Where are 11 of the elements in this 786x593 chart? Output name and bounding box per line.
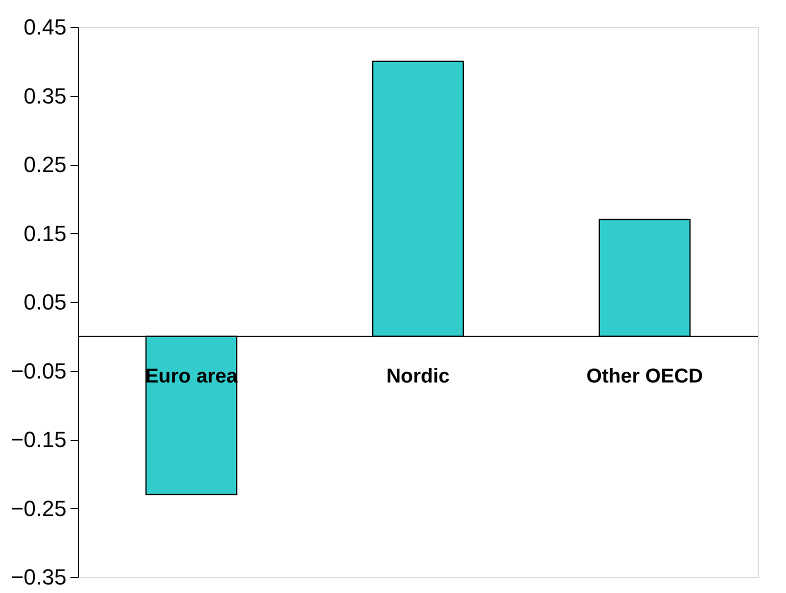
y-tick-label: 0.15 [24,220,66,246]
y-tick-label: −0.05 [10,358,66,384]
y-tick-label: −0.25 [10,496,66,521]
x-tick-label: Nordic [386,365,450,388]
y-tick-label: 0.45 [24,14,66,40]
y-tick-label: 0.25 [24,152,66,177]
y-tick-label: −0.35 [10,564,66,590]
x-tick-label: Other OECD [586,365,704,388]
y-tick-label: 0.35 [24,83,66,108]
y-tick-label: 0.05 [24,290,66,314]
y-tick-label: −0.15 [10,427,66,452]
